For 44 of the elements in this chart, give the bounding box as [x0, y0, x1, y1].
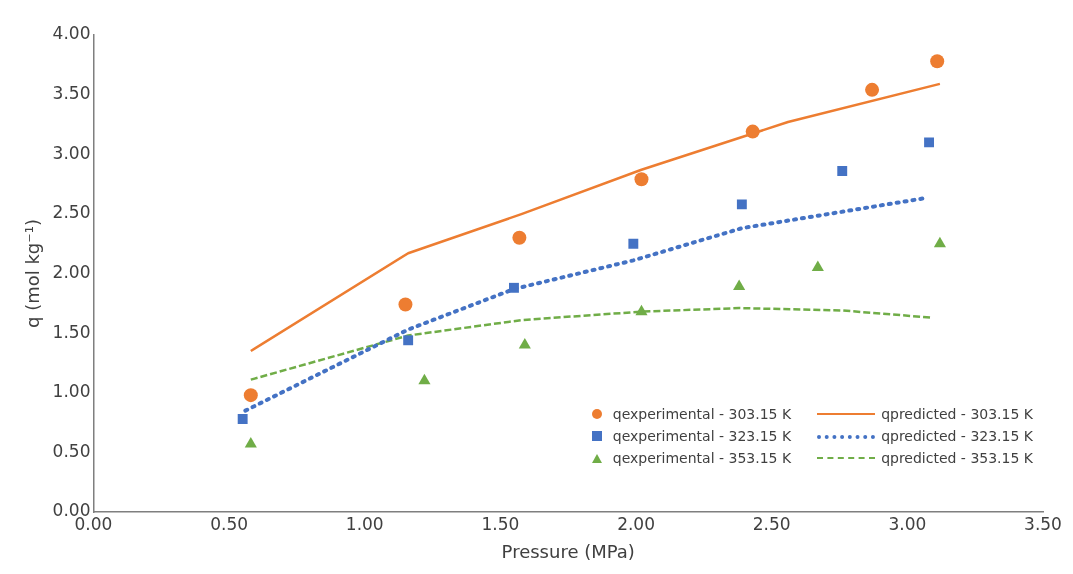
- point: [930, 54, 945, 69]
- y-tick-label: 4.00: [52, 23, 91, 44]
- point: [837, 166, 848, 176]
- legend-label: qexperimental - 323.15 K: [612, 428, 792, 444]
- legend-label: qexperimental - 353.15 K: [612, 450, 792, 466]
- x-tick-label: 3.00: [888, 513, 927, 534]
- y-tick-label: 3.50: [52, 83, 91, 104]
- y-tick-label: 0.50: [52, 440, 91, 461]
- point: [733, 279, 746, 291]
- x-tick-label: 3.50: [1024, 513, 1062, 534]
- y-tick-label: 1.00: [52, 381, 91, 402]
- x-tick-label: 2.50: [752, 513, 791, 534]
- y-tick-label: 1.50: [52, 321, 91, 342]
- point: [811, 260, 824, 272]
- x-tick-label: 1.50: [481, 513, 520, 534]
- x-tick-label: 1.00: [345, 513, 384, 534]
- point: [398, 297, 413, 312]
- x-axis-title: Pressure (MPa): [501, 540, 635, 562]
- x-tick-label: 2.00: [617, 513, 655, 534]
- legend-label: qpredicted - 323.15 K: [881, 428, 1033, 444]
- y-tick-label: 2.00: [52, 261, 91, 282]
- legend-label: qexperimental - 303.15 K: [612, 406, 792, 422]
- point: [736, 199, 747, 210]
- y-axis-title: q (mol kg⁻¹): [22, 218, 44, 329]
- point: [924, 137, 934, 148]
- point: [509, 282, 519, 293]
- legend-label: qpredicted - 303.15 K: [881, 406, 1033, 422]
- point: [745, 124, 760, 139]
- point: [403, 335, 414, 346]
- point: [865, 82, 880, 97]
- point: [237, 414, 248, 424]
- point: [628, 238, 639, 249]
- point: [634, 172, 649, 187]
- x-tick-label: 0.50: [210, 513, 249, 534]
- point: [518, 338, 531, 349]
- y-tick-label: 2.50: [52, 202, 91, 223]
- point: [418, 373, 431, 385]
- point: [244, 437, 257, 448]
- legend-label: qpredicted - 353.15 K: [881, 450, 1033, 466]
- point: [512, 230, 527, 245]
- y-tick-label: 3.00: [52, 142, 91, 163]
- point: [933, 236, 946, 248]
- point: [243, 388, 258, 403]
- point: [635, 304, 648, 316]
